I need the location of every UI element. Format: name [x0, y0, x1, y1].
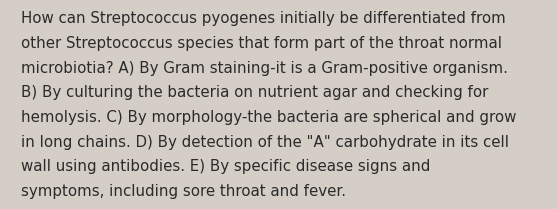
Text: hemolysis. C) By morphology-the bacteria are spherical and grow: hemolysis. C) By morphology-the bacteria…: [21, 110, 517, 125]
Text: other Streptococcus species that form part of the throat normal: other Streptococcus species that form pa…: [21, 36, 502, 51]
Text: wall using antibodies. E) By specific disease signs and: wall using antibodies. E) By specific di…: [21, 159, 431, 175]
Text: microbiotia? A) By Gram staining-it is a Gram-positive organism.: microbiotia? A) By Gram staining-it is a…: [21, 61, 508, 76]
Text: symptoms, including sore throat and fever.: symptoms, including sore throat and feve…: [21, 184, 346, 199]
Text: B) By culturing the bacteria on nutrient agar and checking for: B) By culturing the bacteria on nutrient…: [21, 85, 489, 101]
Text: How can Streptococcus pyogenes initially be differentiated from: How can Streptococcus pyogenes initially…: [21, 11, 506, 27]
Text: in long chains. D) By detection of the "A" carbohydrate in its cell: in long chains. D) By detection of the "…: [21, 135, 509, 150]
